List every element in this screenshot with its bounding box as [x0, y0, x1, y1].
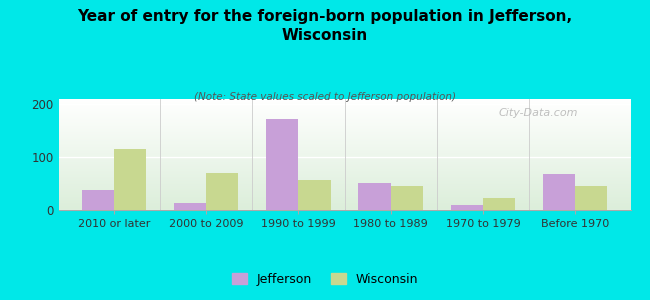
Bar [174, 203, 206, 210]
Bar [206, 173, 239, 210]
Bar [543, 174, 575, 210]
Bar [358, 182, 391, 210]
Legend: Jefferson, Wisconsin: Jefferson, Wisconsin [227, 268, 423, 291]
Bar [114, 149, 146, 210]
Bar [391, 186, 423, 210]
Text: Year of entry for the foreign-born population in Jefferson,
Wisconsin: Year of entry for the foreign-born popul… [77, 9, 573, 43]
Text: City-Data.com: City-Data.com [499, 108, 578, 118]
Bar [483, 198, 515, 210]
Text: (Note: State values scaled to Jefferson population): (Note: State values scaled to Jefferson … [194, 92, 456, 101]
Bar [450, 205, 483, 210]
Bar [266, 119, 298, 210]
Bar [298, 180, 331, 210]
Bar [575, 186, 608, 210]
Bar [81, 190, 114, 210]
